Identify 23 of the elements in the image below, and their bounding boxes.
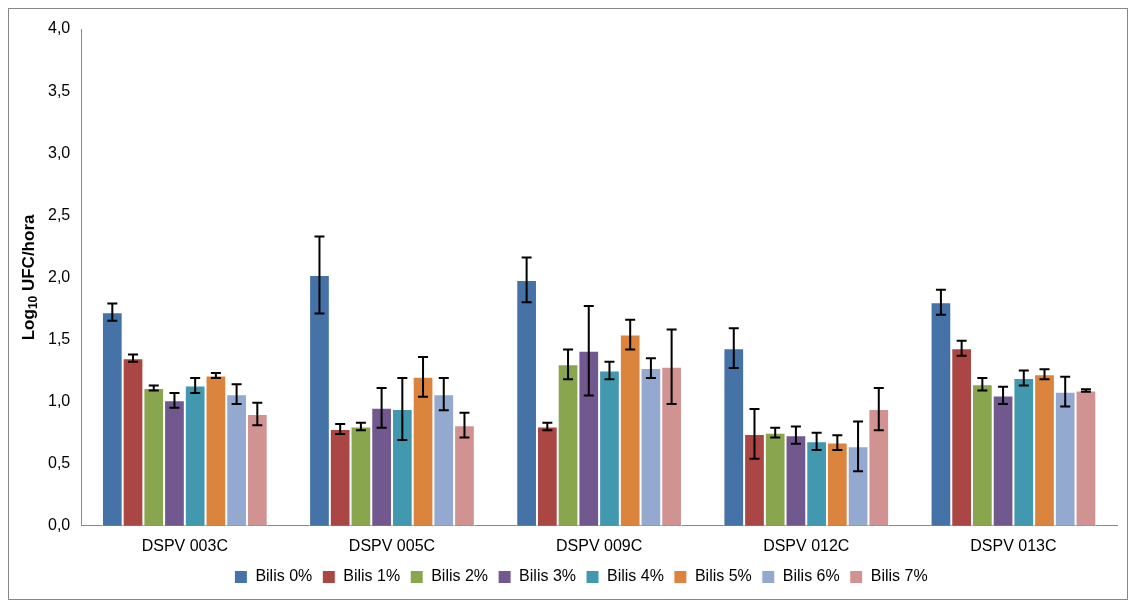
x-tick-label: DSPV 012C (763, 536, 850, 554)
x-tick-label: DSPV 003C (141, 536, 228, 554)
y-tick-label: 1,5 (47, 329, 71, 347)
legend-label: Bilis 3% (519, 567, 576, 585)
legend-label: Bilis 6% (782, 567, 840, 585)
legend-label: Bilis 4% (607, 567, 664, 585)
legend-label: Bilis 1% (343, 567, 401, 585)
y-tick-label: 3,0 (47, 143, 71, 161)
x-tick-label: DSPV 005C (348, 536, 436, 554)
y-tick-label: 2,5 (47, 205, 71, 223)
y-tick-label: 1,0 (47, 392, 71, 410)
y-tick-label: 4,0 (47, 19, 71, 37)
y-tick-label: 0,0 (47, 516, 71, 534)
legend-label: Bilis 0% (255, 567, 313, 585)
legend-label: Bilis 2% (431, 567, 489, 585)
y-tick-label: 2,0 (47, 267, 71, 285)
y-tick-label: 3,5 (47, 81, 71, 99)
x-tick-label: DSPV 013C (970, 536, 1057, 554)
legend-label: Bilis 5% (694, 567, 752, 585)
legend-label: Bilis 7% (870, 567, 928, 585)
x-tick-label: DSPV 009C (555, 536, 643, 554)
y-axis-title: Log10 UFC/hora (18, 213, 41, 341)
y-tick-label: 0,5 (47, 454, 71, 472)
